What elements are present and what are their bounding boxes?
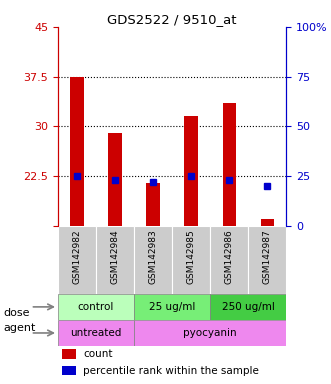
Bar <box>172 225 210 294</box>
Text: dose: dose <box>3 308 30 318</box>
Bar <box>248 225 286 294</box>
Bar <box>222 103 236 225</box>
Text: GSM142985: GSM142985 <box>187 229 196 284</box>
Bar <box>210 294 286 320</box>
Bar <box>70 76 84 225</box>
Text: GSM142983: GSM142983 <box>149 229 158 284</box>
Bar <box>146 182 160 225</box>
Bar <box>134 320 286 346</box>
Bar <box>134 294 210 320</box>
Text: GSM142986: GSM142986 <box>225 229 234 284</box>
Bar <box>184 116 198 225</box>
Text: agent: agent <box>3 323 36 333</box>
Text: pyocyanin: pyocyanin <box>183 328 237 338</box>
Bar <box>96 225 134 294</box>
Text: percentile rank within the sample: percentile rank within the sample <box>83 366 259 376</box>
Text: untreated: untreated <box>70 328 122 338</box>
Title: GDS2522 / 9510_at: GDS2522 / 9510_at <box>107 13 237 26</box>
Bar <box>58 320 134 346</box>
Bar <box>63 349 76 359</box>
Text: count: count <box>83 349 113 359</box>
Bar <box>58 294 134 320</box>
Bar <box>58 225 96 294</box>
Text: GSM142987: GSM142987 <box>263 229 272 284</box>
Bar <box>210 225 248 294</box>
Text: GSM142982: GSM142982 <box>72 229 81 284</box>
Bar <box>134 225 172 294</box>
Text: 250 ug/ml: 250 ug/ml <box>222 302 275 312</box>
Bar <box>108 133 122 225</box>
Bar <box>260 219 274 225</box>
Text: GSM142984: GSM142984 <box>111 229 119 284</box>
Text: 25 ug/ml: 25 ug/ml <box>149 302 195 312</box>
Text: control: control <box>78 302 114 312</box>
Bar <box>63 366 76 376</box>
